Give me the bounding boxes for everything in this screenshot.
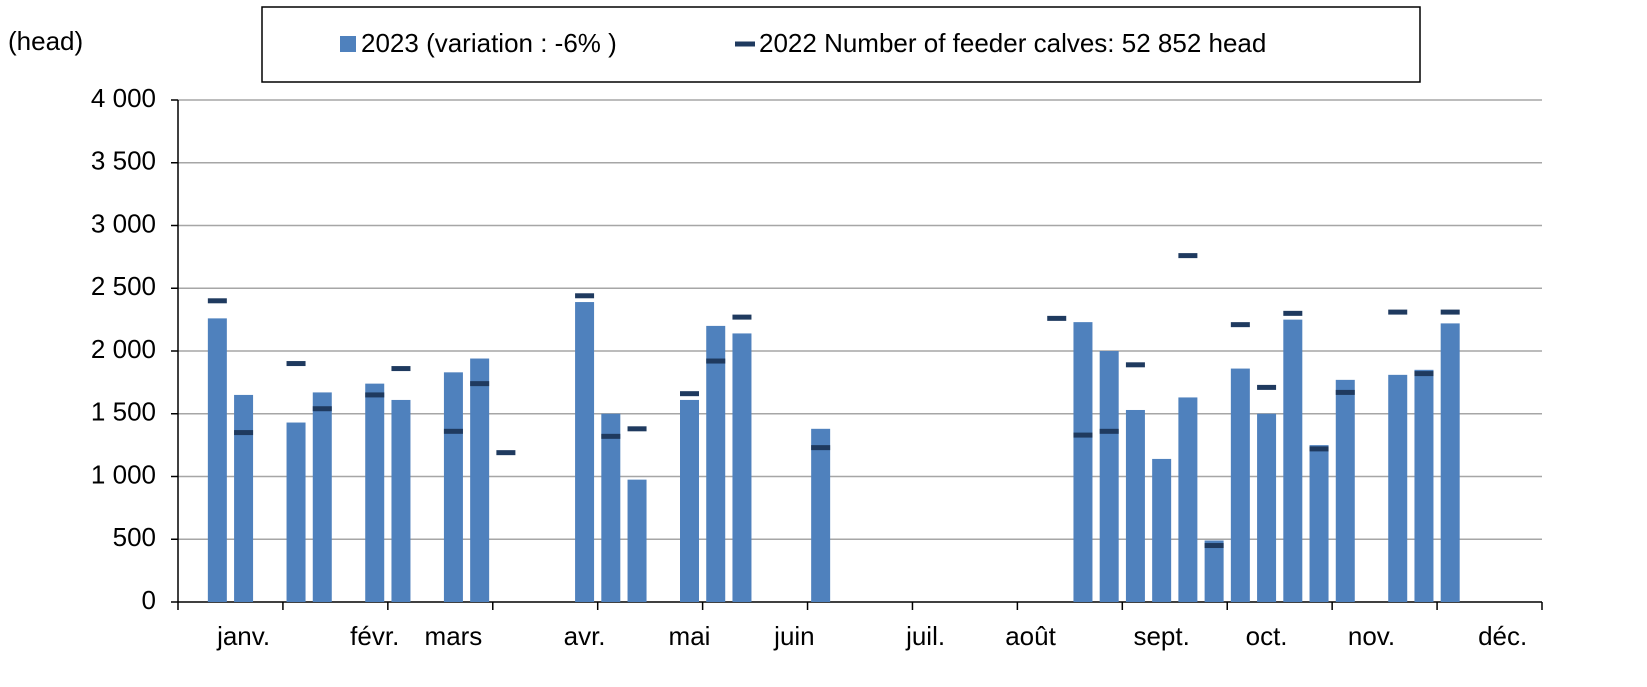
marker	[496, 450, 516, 456]
marker	[312, 406, 332, 412]
x-tick-label: mars	[425, 621, 483, 651]
marker	[365, 392, 385, 398]
bar	[1335, 379, 1355, 602]
bar	[1440, 323, 1460, 602]
bar	[601, 413, 621, 602]
y-tick-label: 500	[113, 522, 156, 552]
bar	[680, 399, 699, 602]
x-tick-label: juil.	[905, 621, 945, 651]
marker	[732, 314, 752, 320]
bar	[207, 318, 227, 602]
y-tick-label: 3 500	[91, 146, 156, 176]
bar	[312, 392, 332, 602]
legend-label: 2023 (variation : -6% )	[361, 28, 617, 58]
bar	[811, 428, 831, 602]
bar	[1204, 540, 1224, 602]
bar	[1283, 319, 1303, 602]
marker	[286, 361, 306, 367]
legend-swatch	[735, 41, 755, 47]
marker	[1125, 362, 1145, 368]
marker	[601, 433, 621, 439]
y-tick-label: 4 000	[91, 83, 156, 113]
y-axis-label: (head)	[8, 26, 83, 56]
marker	[575, 293, 595, 299]
marker	[1204, 543, 1224, 549]
y-tick-label: 1 500	[91, 397, 156, 427]
marker	[470, 381, 490, 387]
bar	[1073, 322, 1093, 602]
bar	[286, 422, 306, 602]
marker	[811, 445, 831, 451]
x-tick-label: févr.	[350, 621, 399, 651]
marker	[1073, 432, 1093, 438]
bar	[627, 479, 647, 602]
marker	[1388, 309, 1408, 315]
bar	[1178, 397, 1198, 602]
marker	[1309, 446, 1329, 452]
marker	[1257, 384, 1277, 390]
marker	[1047, 315, 1067, 321]
marker	[680, 391, 699, 397]
marker	[706, 358, 726, 364]
bar	[706, 325, 726, 602]
y-tick-label: 1 000	[91, 459, 156, 489]
y-tick-label: 2 500	[91, 271, 156, 301]
legend-box	[261, 6, 1421, 83]
marker	[1440, 309, 1460, 315]
x-tick-label: sept.	[1133, 621, 1189, 651]
x-tick-label: mai	[669, 621, 711, 651]
x-tick-label: nov.	[1348, 621, 1395, 651]
bar	[732, 333, 752, 602]
marker	[1178, 253, 1198, 259]
x-tick-label: avr.	[564, 621, 606, 651]
marker	[1230, 322, 1250, 328]
y-tick-label: 0	[142, 585, 156, 615]
x-tick-label: oct.	[1246, 621, 1288, 651]
x-tick-label: déc.	[1478, 621, 1527, 651]
marker	[1099, 428, 1119, 434]
x-tick-label: janv.	[216, 621, 270, 651]
bar	[575, 302, 595, 602]
bar	[1257, 413, 1277, 602]
x-tick-label: août	[1005, 621, 1056, 651]
marker	[443, 428, 463, 434]
bar	[443, 372, 463, 602]
y-tick-label: 2 000	[91, 334, 156, 364]
marker	[627, 426, 647, 432]
marker	[1414, 371, 1434, 377]
legend-label: 2022 Number of feeder calves: 52 852 hea…	[759, 28, 1266, 58]
bar	[1414, 369, 1434, 602]
bar	[1125, 409, 1145, 602]
legend-swatch	[340, 36, 356, 52]
marker	[1283, 310, 1303, 316]
bar	[1099, 351, 1119, 602]
bar	[1152, 458, 1172, 602]
marker	[207, 298, 227, 304]
marker	[391, 366, 411, 372]
y-tick-label: 3 000	[91, 208, 156, 238]
bar	[470, 358, 490, 602]
marker	[1335, 389, 1355, 395]
bar	[1388, 374, 1408, 602]
bar	[365, 383, 385, 602]
marker	[234, 430, 254, 436]
bar	[1230, 368, 1250, 602]
bar	[1309, 445, 1329, 602]
x-tick-label: juin	[773, 621, 814, 651]
bar	[234, 394, 254, 602]
bar	[391, 399, 411, 602]
